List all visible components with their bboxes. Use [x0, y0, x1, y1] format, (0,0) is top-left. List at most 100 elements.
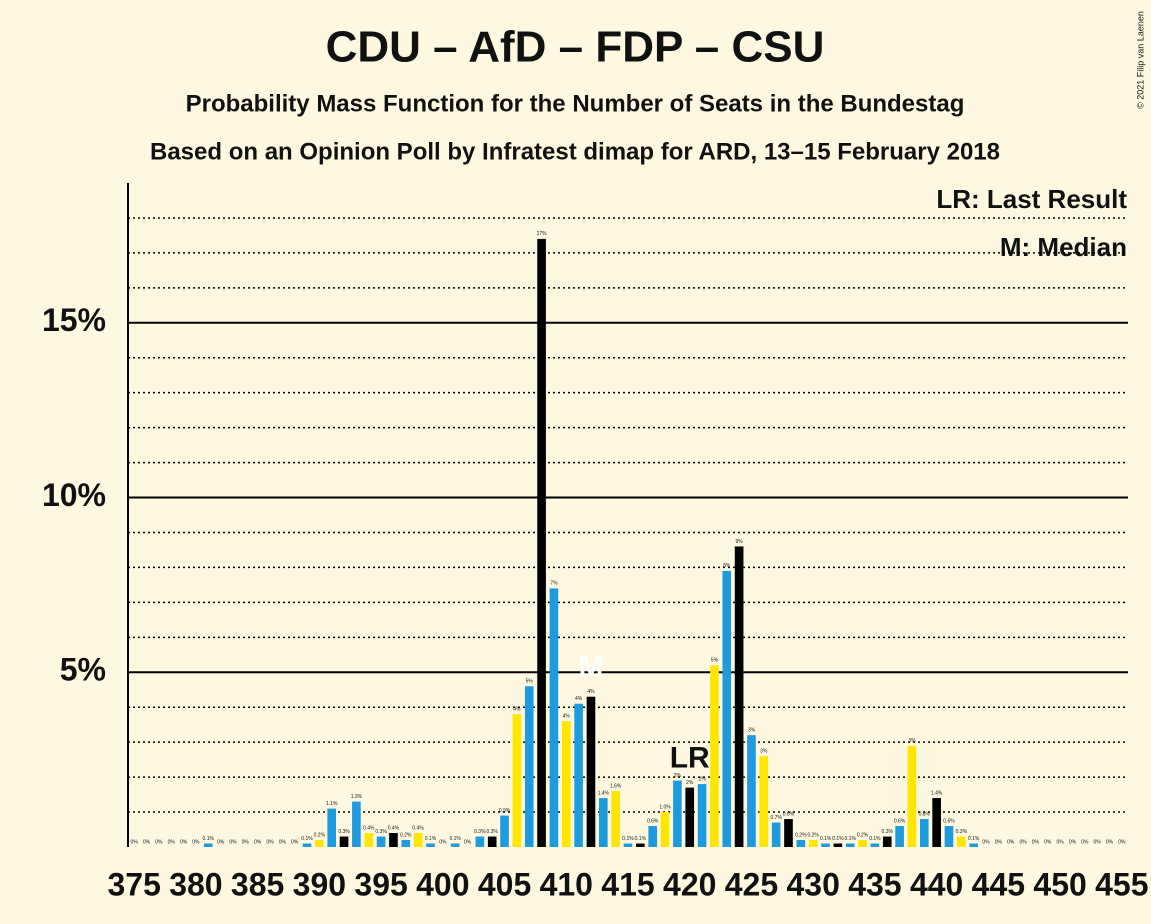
x-tick-label: 455	[1095, 866, 1148, 902]
bar	[500, 815, 509, 847]
value-label: 0%	[1069, 839, 1077, 845]
bar	[969, 843, 978, 847]
value-label: 0%	[1019, 839, 1027, 845]
bar	[759, 756, 769, 847]
bar	[932, 798, 941, 847]
x-tick-label: 430	[786, 866, 839, 902]
value-label: 0.3%	[375, 829, 387, 835]
value-label: 0.3%	[882, 829, 894, 835]
bar	[845, 843, 855, 847]
value-label: 2%	[698, 776, 706, 782]
x-tick-label: 445	[972, 866, 1025, 902]
bar	[413, 833, 423, 847]
bar	[957, 836, 966, 847]
y-tick-label: 5%	[60, 652, 106, 688]
bar	[636, 843, 645, 847]
value-label: 0%	[439, 839, 447, 845]
bar	[203, 843, 213, 847]
value-label: 17%	[537, 231, 548, 237]
bar	[808, 840, 818, 847]
bar	[302, 843, 312, 847]
bar	[524, 686, 534, 847]
value-label: 0.1%	[968, 836, 980, 842]
value-label: 0%	[1056, 839, 1064, 845]
value-label: 0%	[168, 839, 176, 845]
chart-title: CDU – AfD – FDP – CSU	[326, 23, 825, 72]
x-tick-label: 375	[107, 866, 160, 902]
value-label: 0%	[266, 839, 274, 845]
value-label: 0.8%	[919, 811, 931, 817]
y-tick-label: 10%	[42, 477, 106, 513]
bar	[697, 784, 707, 847]
bar	[315, 840, 324, 847]
value-label: 0.1%	[635, 836, 647, 842]
bar	[882, 836, 892, 847]
value-label: 0.2%	[857, 832, 869, 838]
value-label: 0.1%	[845, 836, 857, 842]
value-label: 0.7%	[770, 815, 782, 821]
value-label: 0.1%	[203, 836, 215, 842]
value-label: 4%	[587, 689, 595, 695]
value-label: 0%	[229, 839, 237, 845]
value-label: 4%	[563, 714, 571, 720]
value-label: 1.4%	[598, 790, 610, 796]
chart-subtitle: Based on an Opinion Poll by Infratest di…	[150, 138, 1000, 165]
bar	[512, 714, 522, 847]
value-label: 0.8%	[783, 811, 795, 817]
value-label: 0.1%	[622, 836, 634, 842]
value-label: 0.2%	[400, 832, 412, 838]
x-tick-label: 440	[910, 866, 963, 902]
value-label: 4%	[513, 707, 521, 713]
value-label: 0.1%	[449, 836, 461, 842]
bar	[796, 840, 806, 847]
bar	[710, 665, 719, 847]
bar	[870, 843, 880, 847]
value-label: 7%	[550, 581, 558, 587]
bar	[389, 833, 398, 847]
value-label: 1.0%	[659, 804, 671, 810]
value-label: 0%	[143, 839, 151, 845]
value-label: 8%	[723, 563, 731, 569]
x-tick-label: 410	[540, 866, 593, 902]
bar	[574, 703, 583, 847]
value-label: 0.2%	[795, 832, 807, 838]
x-tick-label: 390	[293, 866, 346, 902]
bar	[364, 833, 374, 847]
value-label: 0%	[242, 839, 250, 845]
bar	[685, 787, 695, 847]
value-label: 0%	[254, 839, 262, 845]
value-label: 0.6%	[647, 818, 659, 824]
value-label: 0.3%	[338, 829, 350, 835]
value-label: 0%	[982, 839, 990, 845]
bar	[919, 819, 929, 847]
annotation: LR	[670, 742, 710, 775]
bar	[450, 843, 460, 847]
x-tick-label: 420	[663, 866, 716, 902]
value-label: 0%	[464, 839, 472, 845]
x-tick-label: 395	[354, 866, 407, 902]
bar	[895, 826, 904, 847]
value-label: 0%	[1007, 839, 1015, 845]
value-label: 5%	[711, 658, 719, 664]
x-tick-label: 385	[231, 866, 284, 902]
bar	[771, 822, 781, 847]
y-tick-label: 15%	[42, 302, 106, 338]
value-label: 0.3%	[956, 829, 968, 835]
value-label: 0%	[1106, 839, 1114, 845]
bar	[648, 826, 658, 847]
bar	[660, 812, 670, 847]
legend-entry: M: Median	[1000, 232, 1127, 262]
bar	[833, 843, 843, 847]
value-label: 0.4%	[388, 825, 400, 831]
x-tick-label: 405	[478, 866, 531, 902]
value-label: 0.1%	[425, 836, 437, 842]
value-label: 3%	[908, 738, 916, 744]
bar	[821, 843, 830, 847]
bar	[747, 735, 756, 847]
bar	[376, 836, 386, 847]
bar	[598, 798, 608, 847]
value-label: 0%	[1044, 839, 1052, 845]
value-label: 0%	[131, 839, 139, 845]
bar	[623, 843, 633, 847]
value-label: 0.6%	[894, 818, 906, 824]
